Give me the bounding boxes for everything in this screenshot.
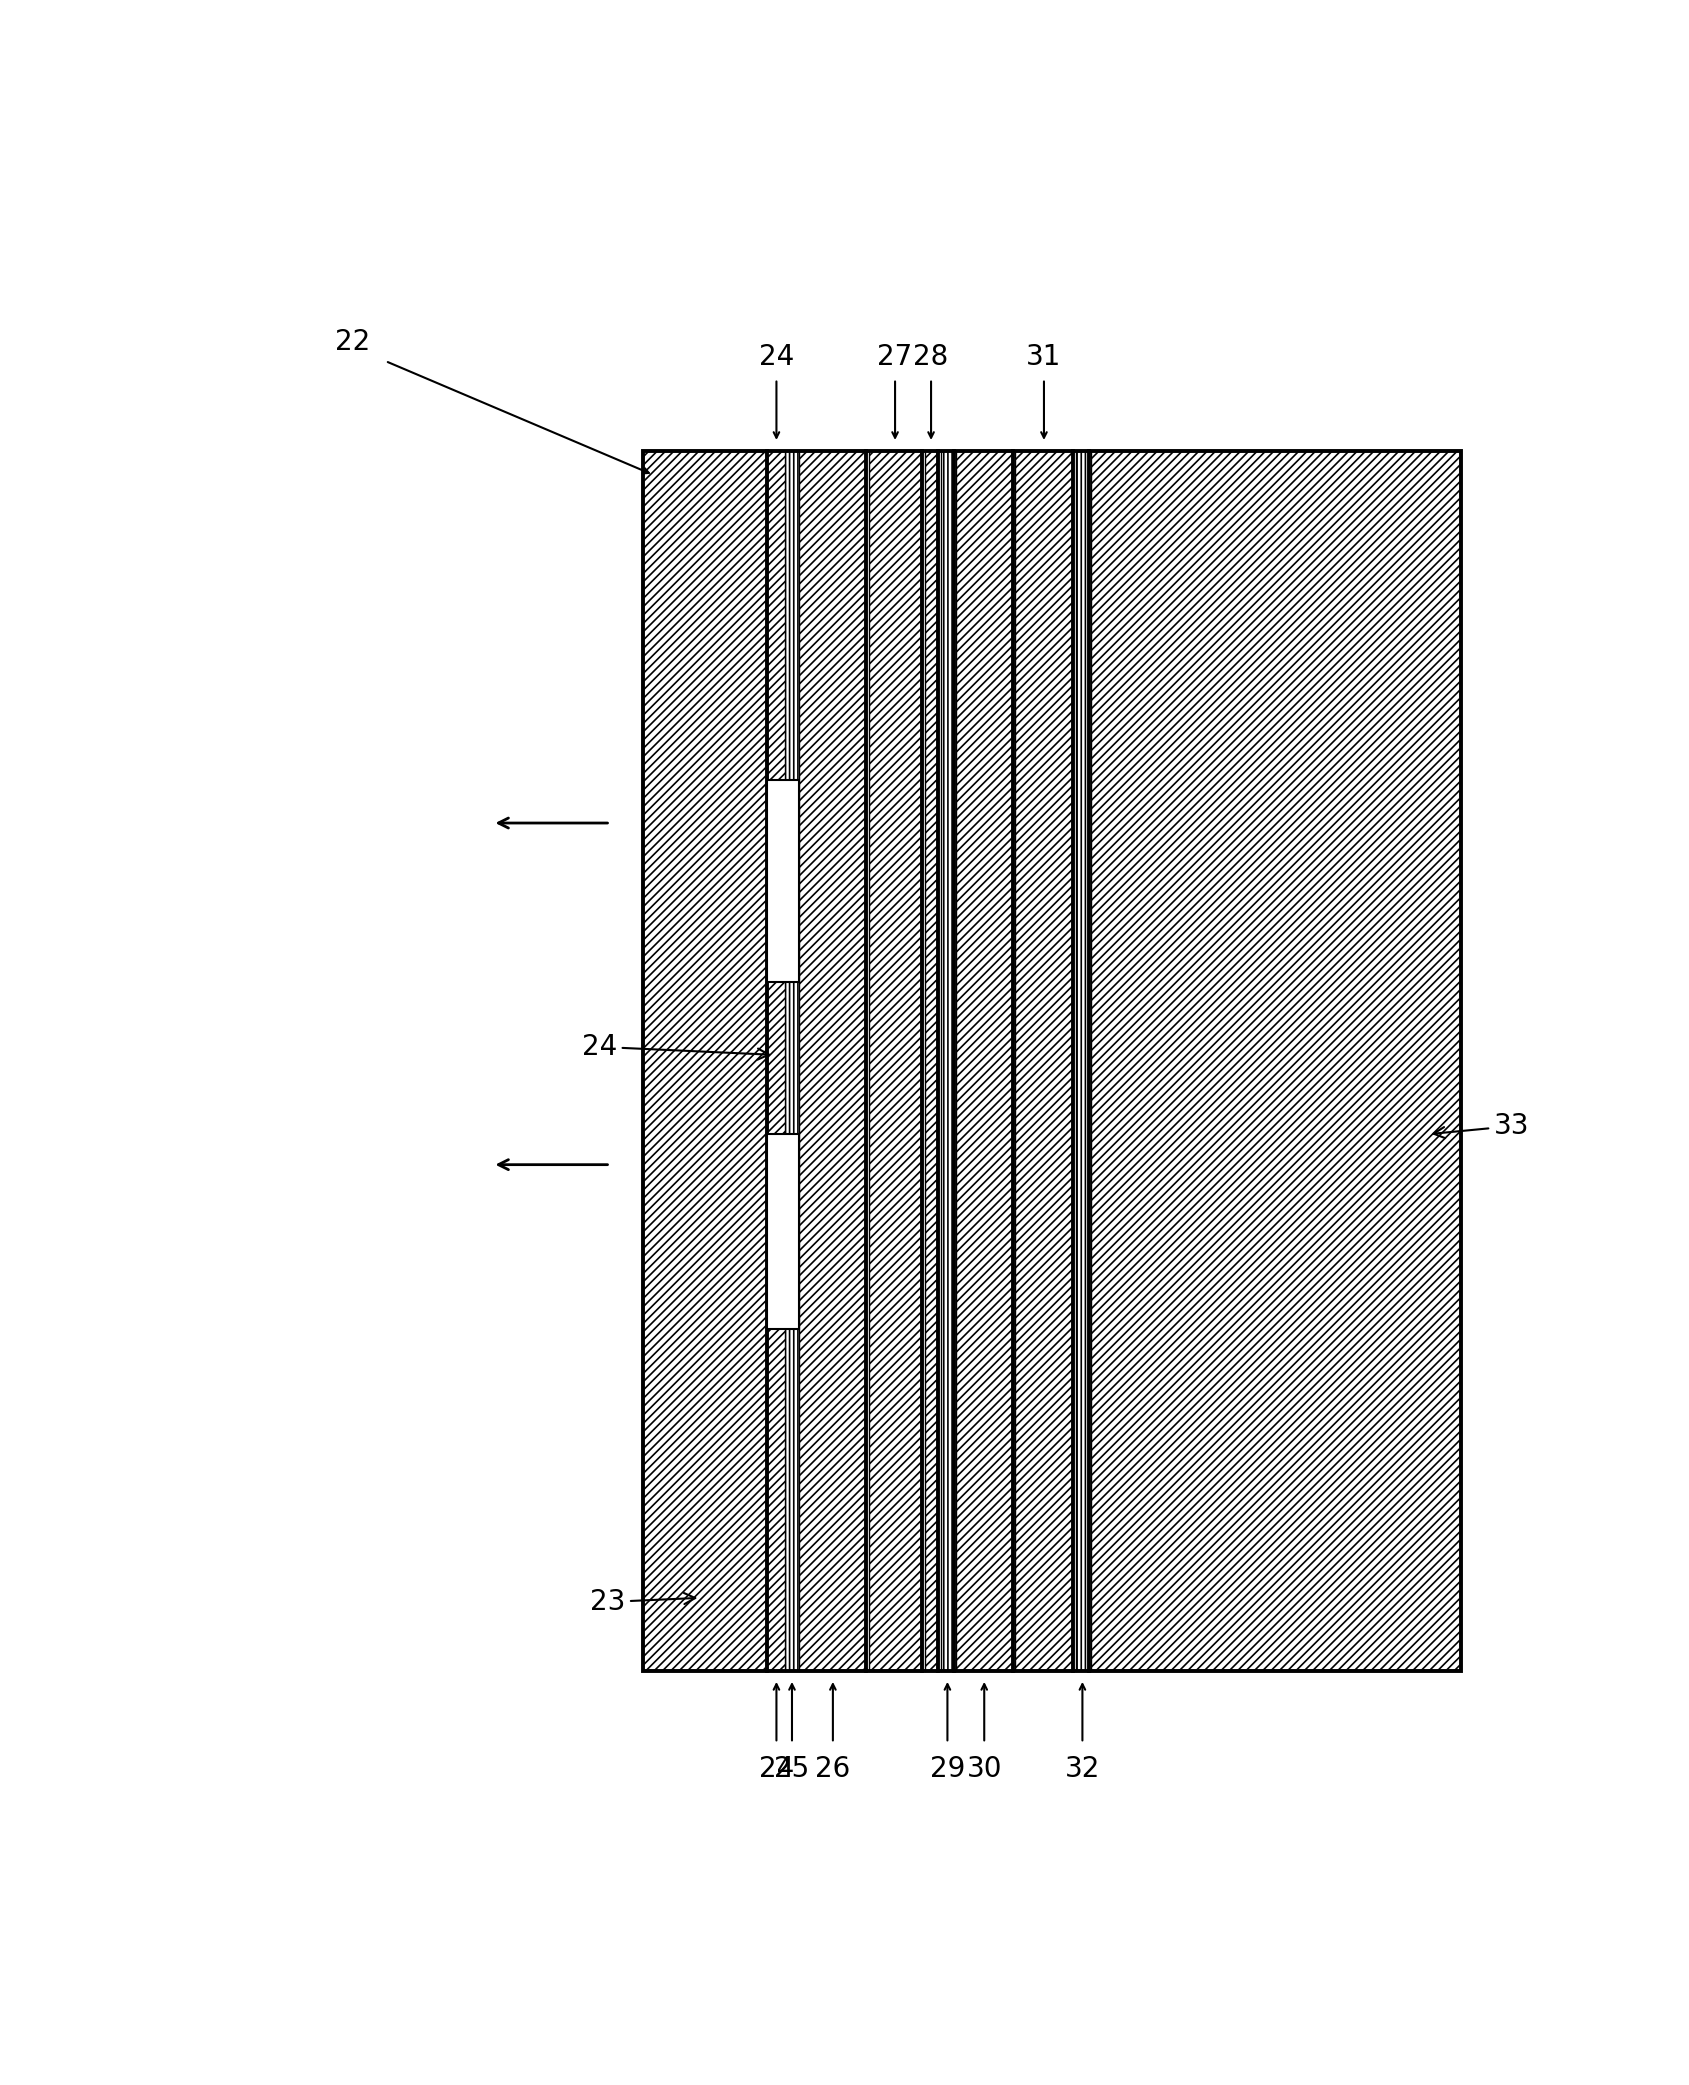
Text: 25: 25: [774, 1753, 809, 1783]
Bar: [1091, 450, 1461, 1670]
Bar: [767, 450, 785, 1670]
Text: 28: 28: [914, 342, 949, 371]
Bar: [1015, 450, 1074, 1670]
Text: 24: 24: [758, 342, 794, 371]
Bar: [956, 450, 1013, 1670]
Bar: [868, 450, 922, 1670]
Text: 29: 29: [929, 1753, 964, 1783]
Bar: [799, 450, 866, 1670]
Text: 23: 23: [589, 1589, 696, 1616]
Text: 22: 22: [334, 327, 370, 357]
Bar: [767, 450, 785, 1670]
Text: 24: 24: [758, 1753, 794, 1783]
Bar: [868, 450, 922, 1670]
Text: 33: 33: [1434, 1111, 1530, 1140]
Bar: [1076, 450, 1089, 1670]
Text: 30: 30: [966, 1753, 1002, 1783]
Bar: [1091, 450, 1461, 1670]
Bar: [644, 450, 767, 1670]
Text: 32: 32: [1064, 1753, 1100, 1783]
Bar: [941, 450, 954, 1670]
Bar: [956, 450, 1013, 1670]
Bar: [767, 780, 799, 982]
Text: 27: 27: [878, 342, 912, 371]
Text: 31: 31: [1027, 342, 1062, 371]
Text: 26: 26: [816, 1753, 851, 1783]
Bar: [941, 450, 954, 1670]
Bar: [785, 450, 799, 1670]
Bar: [924, 450, 939, 1670]
Bar: [1015, 450, 1074, 1670]
Bar: [924, 450, 939, 1670]
Bar: [1076, 450, 1089, 1670]
Bar: [799, 450, 866, 1670]
Bar: [644, 450, 767, 1670]
Bar: [767, 1134, 799, 1330]
Text: 24: 24: [581, 1032, 768, 1061]
Bar: [785, 450, 799, 1670]
Bar: [644, 450, 1461, 1670]
